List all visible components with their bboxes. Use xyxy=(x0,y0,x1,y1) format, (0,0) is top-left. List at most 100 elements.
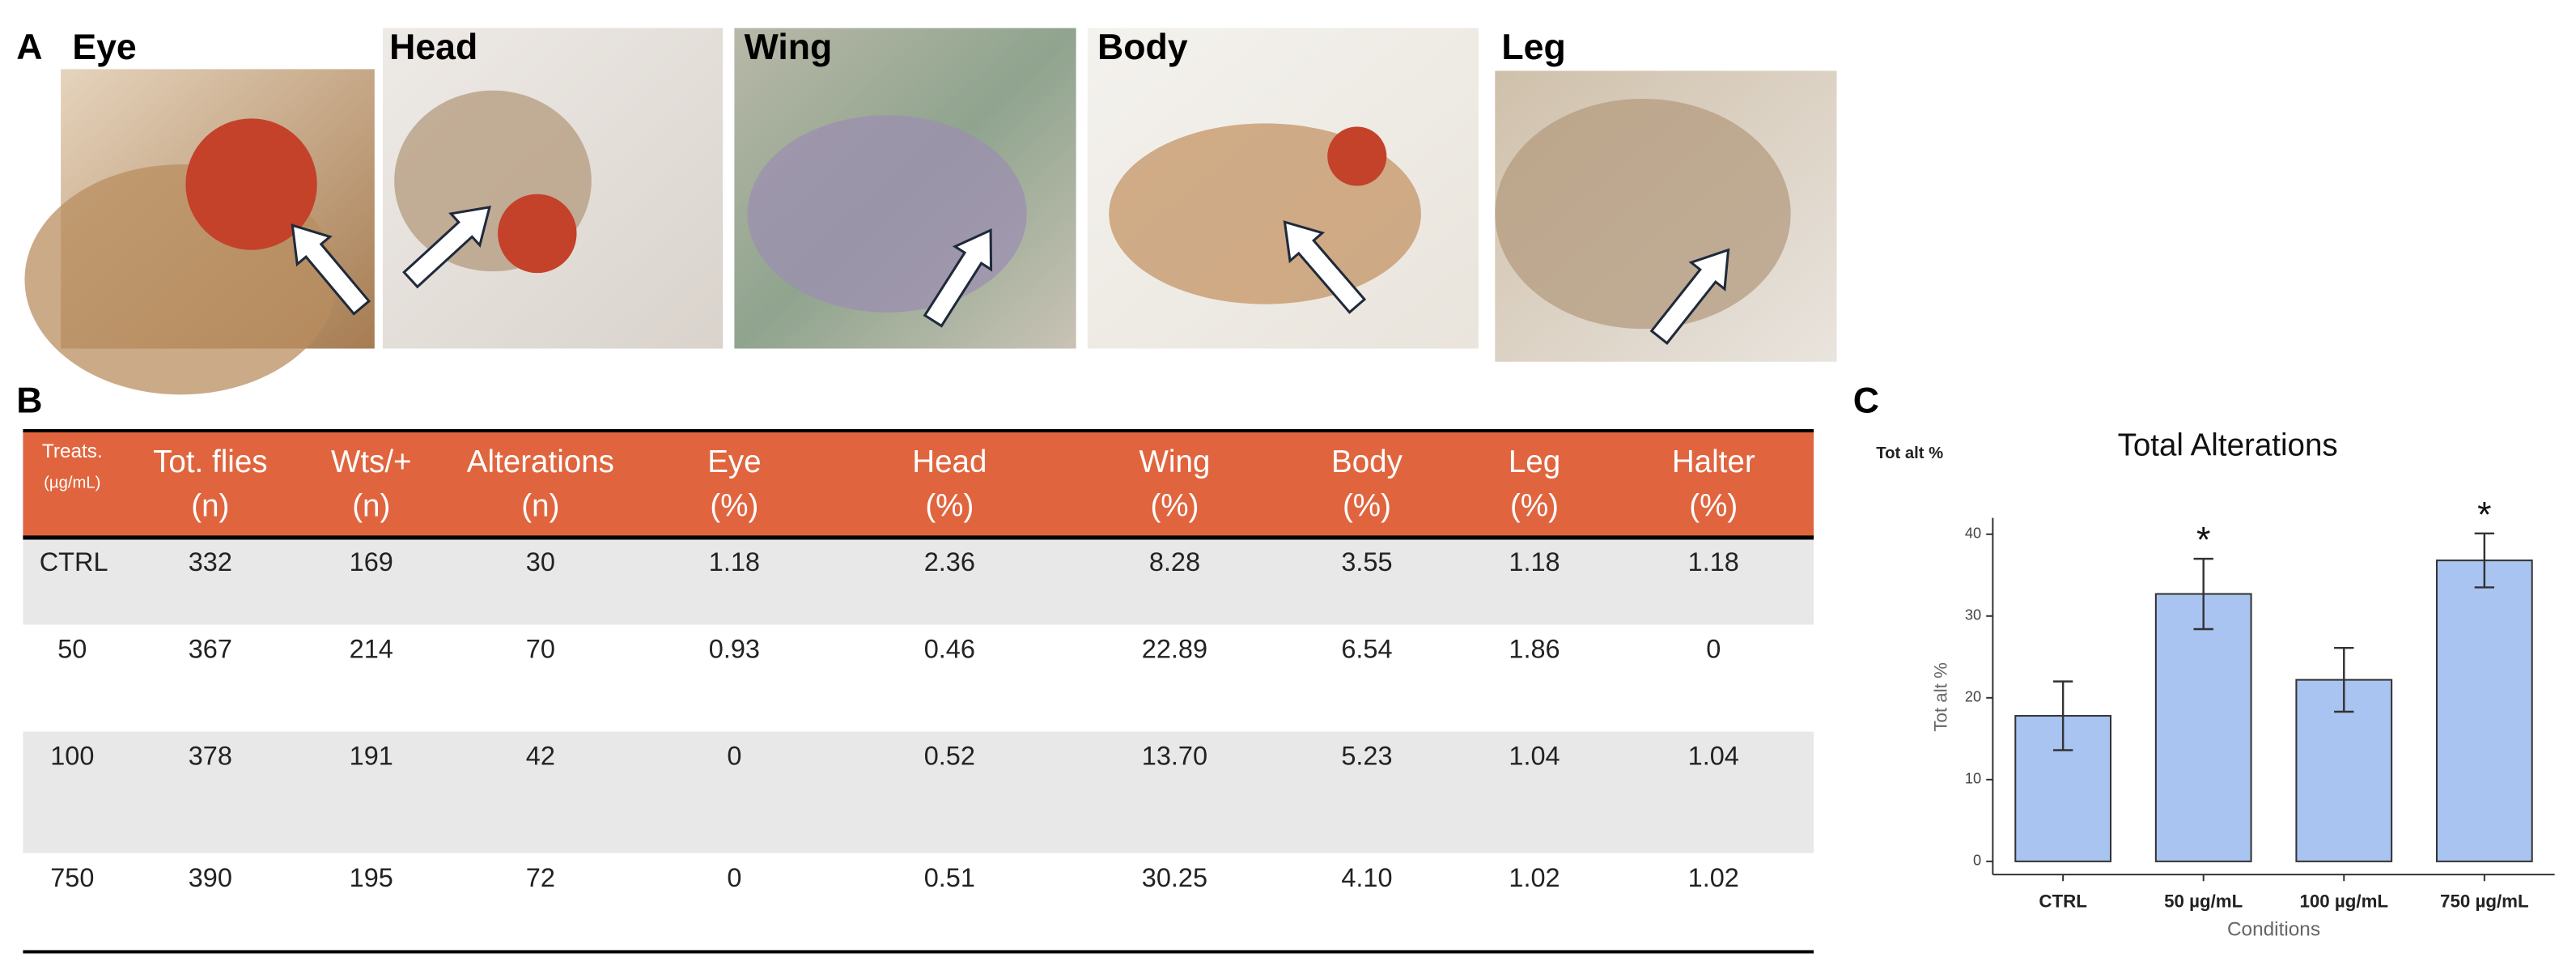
table-cell: 6.54 xyxy=(1341,635,1392,664)
table-cell: 378 xyxy=(189,742,232,771)
x-tick-label: 100 µg/mL xyxy=(2299,891,2388,912)
photo-label: Head xyxy=(389,28,477,67)
photo-label: Wing xyxy=(745,28,833,67)
fly-eye xyxy=(498,194,577,274)
table-row-bg xyxy=(23,624,1814,732)
table-cell: 50 xyxy=(57,635,87,664)
table-cell: 1.04 xyxy=(1688,742,1739,771)
y-tick-label: 20 xyxy=(1965,688,1981,705)
table-header-bg xyxy=(23,431,1814,538)
y-tick-label: 0 xyxy=(1973,852,1981,869)
table-cell: 30.25 xyxy=(1142,863,1207,892)
table-cell: 1.02 xyxy=(1688,863,1739,892)
table-cell: 1.04 xyxy=(1509,742,1560,771)
corner-label: Tot alt % xyxy=(1876,445,1943,462)
significance-mark: * xyxy=(2477,495,2491,534)
significance-mark: * xyxy=(2196,521,2210,560)
arrow xyxy=(1649,248,1730,346)
fly-eye xyxy=(185,118,317,250)
table-header: Leg xyxy=(1509,445,1560,479)
table-header: (n) xyxy=(352,489,390,524)
table-cell: 100 xyxy=(50,742,94,771)
photo-label: Body xyxy=(1097,28,1188,67)
table-cell: 0.51 xyxy=(924,863,975,892)
table-cell: 70 xyxy=(526,635,555,664)
arrow xyxy=(291,223,371,316)
table-header: Halter xyxy=(1672,445,1755,479)
table-header: Tot. flies xyxy=(153,445,267,479)
fly-eye xyxy=(1327,126,1387,186)
table-header: (%) xyxy=(1689,489,1738,524)
table-header: Body xyxy=(1331,445,1403,479)
table-cell: 4.10 xyxy=(1341,863,1392,892)
chart-title: Total Alterations xyxy=(2118,428,2338,462)
table-header: (n) xyxy=(191,489,229,524)
table-header: Treats. xyxy=(42,440,103,462)
error-bar xyxy=(2334,646,2354,713)
arrow xyxy=(923,228,993,328)
table-header: Wing xyxy=(1139,445,1211,479)
error-bar xyxy=(2474,532,2495,589)
table-cell: 42 xyxy=(526,742,555,771)
table-header: (n) xyxy=(521,489,559,524)
table-cell: 0 xyxy=(727,863,741,892)
bar xyxy=(2435,559,2533,862)
table-header: Head xyxy=(912,445,987,479)
table-cell: 3.55 xyxy=(1341,547,1392,576)
y-axis-label: Tot alt % xyxy=(1930,662,1950,732)
x-tick-label: CTRL xyxy=(2039,891,2087,912)
table-cell: 0 xyxy=(1706,635,1721,664)
table-cell: 0 xyxy=(727,742,741,771)
table-cell: 30 xyxy=(526,547,555,576)
table-cell: 72 xyxy=(526,863,555,892)
table-cell: 195 xyxy=(350,863,393,892)
table-cell: 5.23 xyxy=(1341,742,1392,771)
table-header: (%) xyxy=(1343,489,1391,524)
table-row-bg xyxy=(23,731,1814,853)
fly-body xyxy=(1495,98,1791,330)
error-bar xyxy=(2193,557,2213,631)
table-cell: 191 xyxy=(350,742,393,771)
table-header: Alterations xyxy=(467,445,614,479)
table-cell: 750 xyxy=(50,863,94,892)
table-cell: 0.52 xyxy=(924,742,975,771)
x-tick-label: 750 µg/mL xyxy=(2440,891,2529,912)
table-header: Wts/+ xyxy=(331,445,412,479)
arrow xyxy=(402,206,491,289)
y-tick-label: 10 xyxy=(1965,770,1981,787)
table-header: (%) xyxy=(925,489,974,524)
table-cell: 0.93 xyxy=(709,635,760,664)
error-bar xyxy=(2052,680,2073,751)
table-header: (%) xyxy=(710,489,758,524)
table-row-bg xyxy=(23,537,1814,625)
table-header: (%) xyxy=(1150,489,1199,524)
y-tick-label: 40 xyxy=(1965,525,1981,542)
table-cell: 2.36 xyxy=(924,547,975,576)
table-cell: 1.02 xyxy=(1509,863,1560,892)
y-tick-label: 30 xyxy=(1965,606,1981,623)
arrow xyxy=(1283,220,1367,314)
table-row-bg xyxy=(23,853,1814,951)
panel-label: A xyxy=(16,28,42,67)
table-cell: 1.18 xyxy=(1509,547,1560,576)
table-cell: 169 xyxy=(350,547,393,576)
table-cell: 332 xyxy=(189,547,232,576)
table-header: (µg/mL) xyxy=(44,474,100,491)
panel-label: C xyxy=(1853,381,1879,420)
table-cell: 1.86 xyxy=(1509,635,1560,664)
table-cell: CTRL xyxy=(40,547,108,576)
table-header: (%) xyxy=(1510,489,1559,524)
table-cell: 8.28 xyxy=(1149,547,1200,576)
bar xyxy=(2154,593,2252,862)
table-cell: 1.18 xyxy=(709,547,760,576)
table-cell: 0.46 xyxy=(924,635,975,664)
table-header: Eye xyxy=(707,445,761,479)
table-cell: 1.18 xyxy=(1688,547,1739,576)
fly-body xyxy=(747,115,1027,313)
table-cell: 367 xyxy=(189,635,232,664)
photo-label: Eye xyxy=(72,28,136,67)
table-cell: 13.70 xyxy=(1142,742,1207,771)
x-axis-label: Conditions xyxy=(2227,919,2320,941)
table-cell: 22.89 xyxy=(1142,635,1207,664)
